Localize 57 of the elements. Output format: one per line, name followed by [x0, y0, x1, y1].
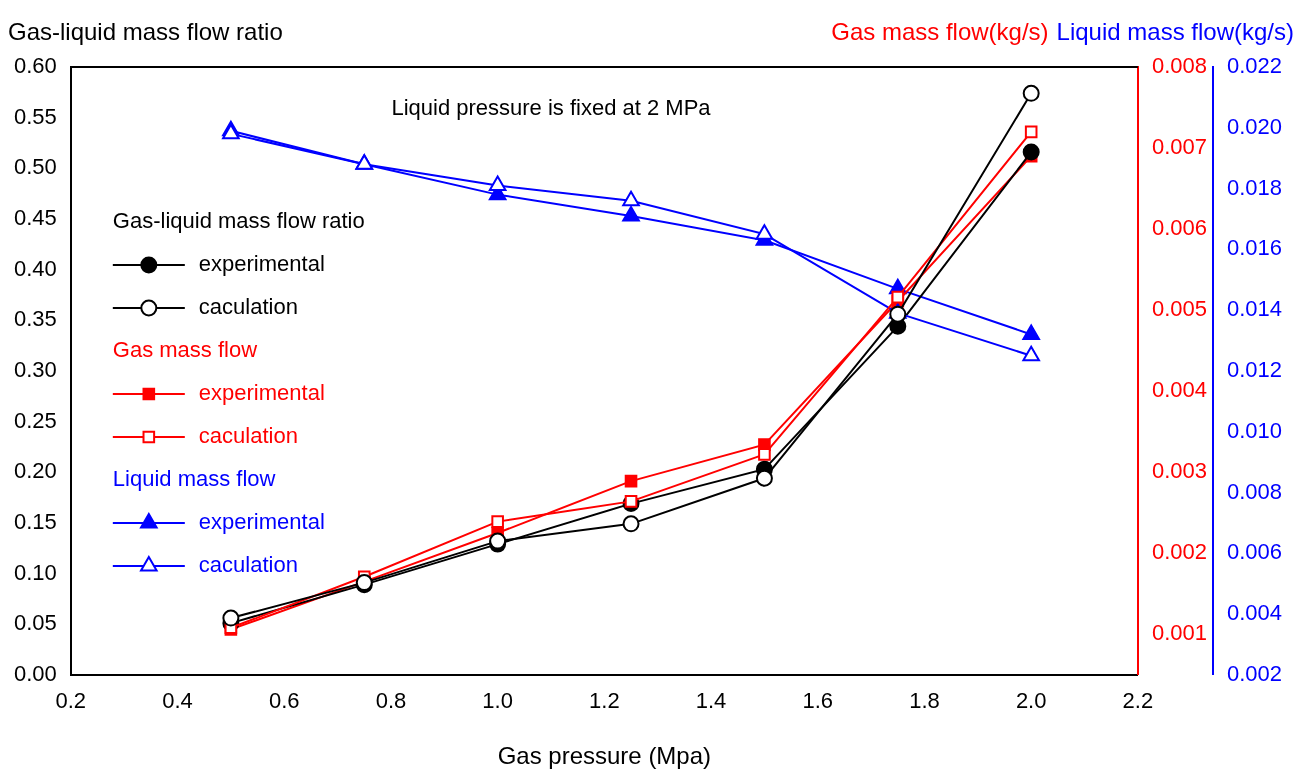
- y3-tick-label: 0.002: [1226, 660, 1283, 686]
- y3-tick-label: 0.018: [1226, 174, 1283, 200]
- annotation: Gas-liquid mass flow ratio: [112, 208, 365, 234]
- annotation: Liquid pressure is fixed at 2 MPa: [391, 95, 712, 121]
- x-tick-label: 1.4: [695, 688, 727, 714]
- y2-tick-label: 0.001: [1151, 620, 1207, 646]
- y-tick-label: 0.35: [13, 306, 57, 332]
- x-tick-label: 1.8: [909, 688, 940, 714]
- y-tick-label: 0.15: [13, 508, 57, 534]
- y-tick-label: 0.05: [13, 610, 57, 636]
- y2-axis-title: Gas mass flow(kg/s): [831, 17, 1049, 45]
- x-axis-title: Gas pressure (Mpa): [497, 742, 712, 770]
- legend-label: caculation: [198, 423, 298, 449]
- y3-tick-label: 0.016: [1226, 235, 1283, 261]
- legend-label: experimental: [198, 251, 325, 277]
- y3-tick-label: 0.022: [1226, 53, 1283, 79]
- x-tick-label: 2.2: [1122, 688, 1154, 714]
- legend-label: experimental: [198, 509, 325, 535]
- y2-tick-label: 0.005: [1151, 296, 1207, 322]
- y-axis-title: Gas-liquid mass flow ratio: [8, 17, 283, 45]
- legend-label: caculation: [198, 294, 298, 320]
- x-tick-label: 0.2: [55, 688, 87, 714]
- y3-tick-label: 0.014: [1226, 296, 1283, 322]
- y2-tick-label: 0.006: [1151, 215, 1207, 241]
- y2-tick-label: 0.004: [1151, 377, 1207, 403]
- x-tick-label: 0.4: [162, 688, 193, 714]
- y-tick-label: 0.25: [13, 407, 57, 433]
- y3-axis-title: Liquid mass flow(kg/s): [1056, 17, 1294, 45]
- y-tick-label: 0.10: [13, 559, 57, 585]
- y2-tick-label: 0.008: [1151, 53, 1207, 79]
- y-tick-label: 0.20: [13, 458, 57, 484]
- y3-tick-label: 0.008: [1226, 478, 1283, 504]
- y-tick-label: 0.45: [13, 205, 57, 231]
- y-tick-label: 0.55: [13, 103, 57, 129]
- y-tick-label: 0.50: [13, 154, 57, 180]
- annotation: Liquid mass flow: [112, 466, 276, 492]
- y2-tick-label: 0.002: [1151, 539, 1207, 565]
- annotation: Gas mass flow: [112, 337, 258, 363]
- x-tick-label: 1.0: [482, 688, 513, 714]
- y-tick-label: 0.40: [13, 255, 57, 281]
- y3-tick-label: 0.006: [1226, 539, 1283, 565]
- x-tick-label: 1.6: [802, 688, 834, 714]
- y2-tick-label: 0.003: [1151, 458, 1207, 484]
- x-tick-label: 0.6: [268, 688, 300, 714]
- legend-label: caculation: [198, 552, 298, 578]
- y-tick-label: 0.60: [13, 53, 57, 79]
- y-tick-label: 0.00: [13, 660, 57, 686]
- y3-tick-label: 0.020: [1226, 113, 1283, 139]
- x-tick-label: 0.8: [375, 688, 407, 714]
- x-tick-label: 1.2: [589, 688, 620, 714]
- y3-tick-label: 0.012: [1226, 356, 1283, 382]
- legend-label: experimental: [198, 380, 325, 406]
- y-tick-label: 0.30: [13, 356, 57, 382]
- y2-tick-label: 0.007: [1151, 134, 1207, 160]
- x-tick-label: 2.0: [1015, 688, 1047, 714]
- y3-tick-label: 0.004: [1226, 600, 1283, 626]
- y3-tick-label: 0.010: [1226, 417, 1283, 443]
